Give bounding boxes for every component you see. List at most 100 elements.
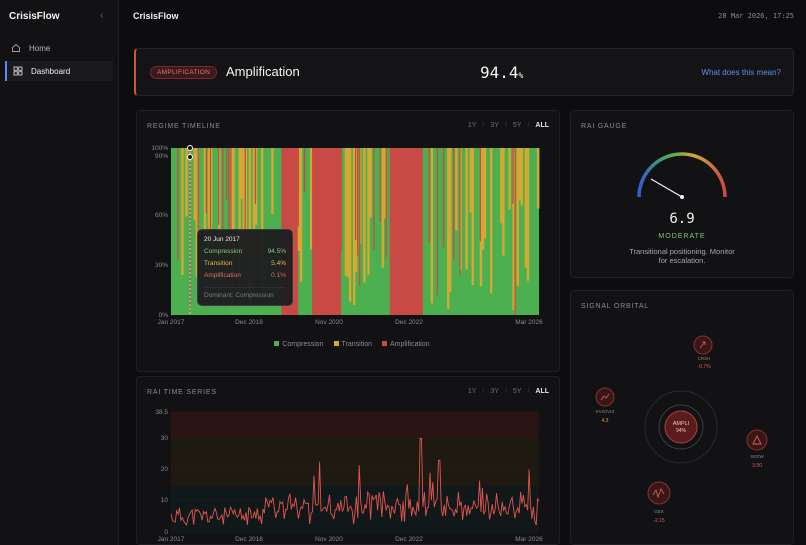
amplification-band — [355, 148, 357, 241]
range-3y[interactable]: 3Y — [490, 122, 499, 129]
node-ring — [746, 429, 768, 451]
transition-band — [367, 148, 370, 276]
sidebar-item-home[interactable]: Home — [5, 38, 113, 58]
amplification-band — [389, 148, 393, 315]
tooltip-date: 20 Jun 2017 — [204, 236, 240, 243]
transition-band — [185, 148, 188, 217]
range-5y[interactable]: 5Y — [512, 388, 522, 395]
transition-band — [516, 148, 519, 286]
sidebar-item-dashboard[interactable]: Dashboard — [5, 61, 113, 81]
y-tick-label: 38.5 — [155, 409, 168, 416]
tooltip-value: 5.4% — [271, 260, 286, 267]
x-tick-label: Mar 2026 — [515, 536, 543, 543]
amplification-band — [230, 148, 232, 282]
amplification-band — [359, 148, 361, 286]
amplification-band — [222, 148, 224, 242]
amplification-band — [297, 148, 299, 227]
sidebar: CrisisFlow ‹ Home Dashboard — [0, 0, 119, 545]
orbital-center-label: AMPLI — [673, 421, 690, 427]
node-value: 3.90 — [752, 463, 762, 469]
amplification-band — [416, 148, 419, 315]
gauge-arc — [637, 152, 727, 198]
amplification-band — [328, 148, 331, 315]
orbital-center[interactable] — [664, 410, 698, 444]
amplification-band — [332, 148, 335, 315]
amplification-band — [316, 148, 319, 315]
range-5y[interactable]: 5Y — [512, 122, 522, 129]
main-content: CrisisFlow 28 Mar 2026, 17:25 AMPLIFICAT… — [120, 0, 806, 545]
amplification-band — [408, 148, 411, 315]
regime-title: Amplification — [226, 64, 300, 79]
amplification-band — [291, 148, 295, 315]
transition-band — [310, 148, 313, 250]
x-tick-label: Nov 2020 — [315, 536, 343, 543]
legend-compression: Compression — [282, 341, 324, 348]
node-label: SKEW — [750, 454, 764, 459]
rai-series-panel: RAI TIME SERIES 1Y/ 3Y/ 5Y / ALL 38.5 30 20… — [136, 376, 560, 545]
what-does-this-mean-link[interactable]: What does this mean? — [701, 68, 781, 77]
amplification-band — [399, 148, 403, 315]
amplification-band — [379, 148, 381, 223]
amplification-band — [218, 148, 220, 225]
transition-band — [526, 148, 530, 281]
gauge-description-line2: for escalation. — [658, 256, 706, 265]
amplification-band — [414, 148, 417, 315]
amplification-band — [312, 148, 315, 315]
amplification-band — [334, 148, 337, 315]
tooltip-row-compression: Compression 94.5% — [204, 248, 286, 255]
amplification-band — [254, 148, 257, 204]
amplification-band — [324, 148, 327, 315]
orbital-node-gex[interactable]: GEX -2.15 — [647, 481, 671, 524]
rai-gauge-title: RAI GAUGE — [581, 123, 628, 130]
transition-band — [383, 148, 387, 219]
orbital-node-crsh[interactable]: CRSH -0.7% — [693, 335, 713, 370]
transition-band — [483, 148, 487, 239]
transition-band — [489, 148, 493, 294]
amplification-band — [453, 148, 455, 260]
orbital-ring-inner — [658, 404, 704, 450]
amplification-band — [226, 148, 228, 200]
amplification-band — [391, 148, 395, 315]
amplification-band — [406, 148, 409, 315]
x-tick-label: Dec 2018 — [235, 319, 263, 326]
crash-icon — [699, 341, 706, 349]
range-all[interactable]: ALL — [535, 122, 549, 129]
datetime: 28 Mar 2026, 17:25 — [718, 12, 794, 20]
regime-unit: % — [518, 71, 524, 80]
y-tick-label: 20 — [161, 466, 169, 473]
regime-value: 94.4 — [480, 63, 519, 82]
amplification-band — [318, 148, 321, 315]
sidebar-item-label: Dashboard — [31, 66, 71, 76]
tooltip-row-amplification: Amplification 0.1% — [204, 272, 286, 279]
collapse-sidebar-icon[interactable]: ‹ — [100, 10, 104, 21]
amplification-band — [373, 148, 375, 251]
range-1y[interactable]: 1Y — [467, 122, 477, 129]
regime-legend: Compression Transition Amplification — [137, 341, 559, 348]
series-range-selector: 1Y/ 3Y/ 5Y / ALL — [467, 388, 549, 395]
range-all[interactable]: ALL — [535, 388, 549, 395]
orbital-node-vvix[interactable]: VVIX/VIX 4.3 — [595, 387, 615, 424]
x-tick-label: Dec 2018 — [235, 536, 263, 543]
orbital-node-skew[interactable]: SKEW 3.90 — [746, 429, 768, 469]
amplification-band — [340, 148, 342, 252]
y-tick-label: 90% — [155, 153, 168, 160]
y-tick-label: 30 — [161, 435, 169, 442]
amplification-band — [395, 148, 399, 315]
range-3y[interactable]: 3Y — [490, 388, 499, 395]
gauge-dial — [637, 152, 727, 199]
legend-swatch-amplification — [381, 341, 387, 346]
y-tick-label: 30% — [155, 262, 168, 269]
amplification-band — [209, 148, 212, 269]
range-1y[interactable]: 1Y — [467, 388, 477, 395]
regime-timeline-title: REGIME TIMELINE — [147, 123, 221, 130]
transition-band — [471, 148, 474, 285]
amplification-band — [404, 148, 407, 315]
gauge-needle — [650, 178, 683, 198]
transition-band — [502, 148, 505, 256]
node-value: -2.15 — [653, 518, 665, 524]
amplification-band — [514, 148, 516, 315]
amplification-band — [357, 148, 359, 256]
orbital-diagram: AMPLI 94% CRSH -0.7% VVIX/VIX 4.3 — [595, 335, 768, 524]
